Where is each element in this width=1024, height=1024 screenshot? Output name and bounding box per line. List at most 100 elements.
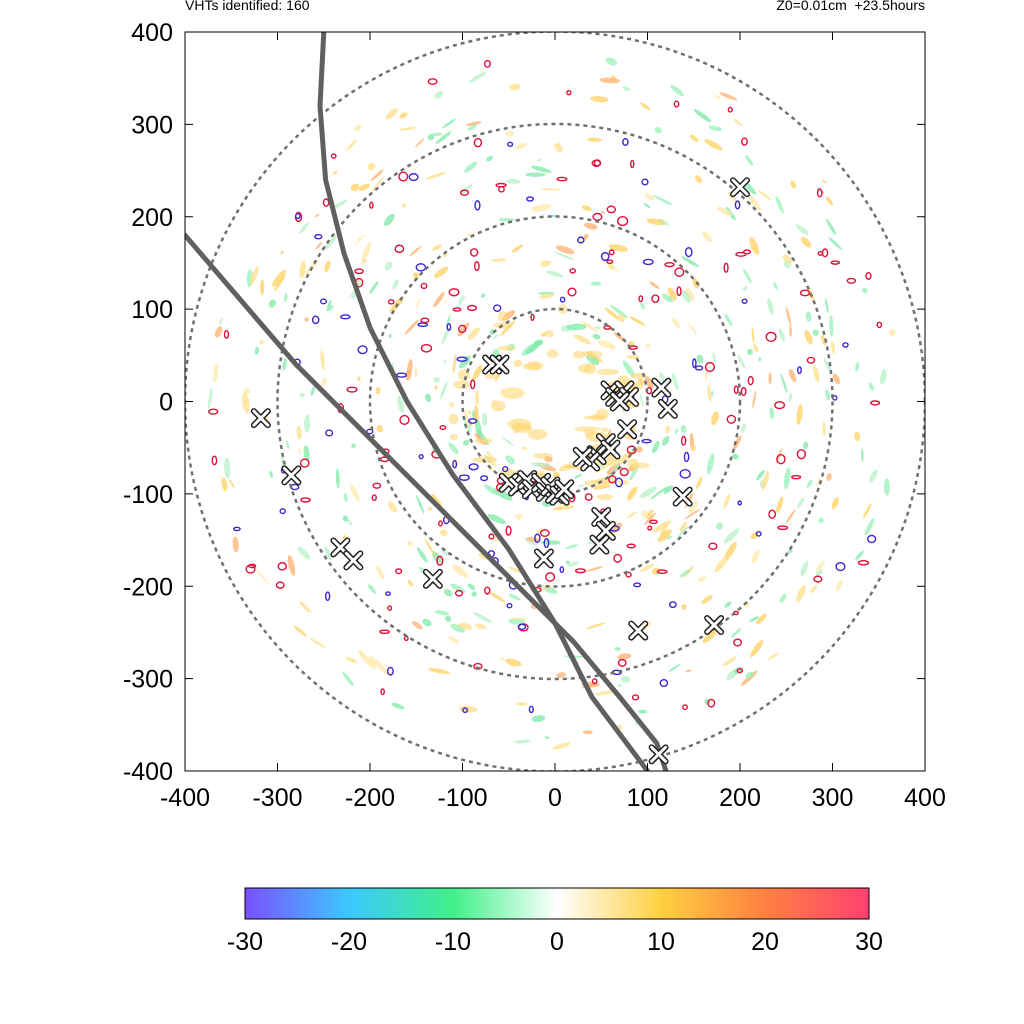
field-streak [883,478,890,496]
field-streak [484,373,500,380]
contour-loop [617,216,629,227]
field-streak [598,339,612,348]
field-streak [272,269,286,287]
field-streak [440,529,448,537]
contour-loop [295,213,301,220]
contour-loop [372,482,382,489]
field-streak [207,387,213,409]
field-streak [685,669,692,673]
field-streak [467,583,476,591]
contour-loop [608,475,617,484]
field-streak [224,457,231,479]
field-streak [742,286,748,291]
field-streak [863,503,872,519]
field-streak [434,385,438,390]
field-streak [638,709,648,714]
field-streak [757,189,772,201]
contour-loop [737,500,742,506]
field-streak [371,176,385,192]
field-streak [716,206,734,216]
field-streak [497,311,509,322]
contour-loop [776,453,786,465]
field-streak [255,569,270,586]
contour-loop [420,282,428,290]
contour-loop [626,543,636,549]
contour-loop [680,435,687,446]
contour-loop [592,212,603,221]
field-streak [425,172,446,180]
field-streak [411,620,423,630]
vht-marker [628,620,649,641]
x-tick-label: 300 [812,784,854,812]
field-streak [607,461,622,479]
field-streak [407,579,414,587]
field-streak [651,567,661,575]
field-streak [855,361,860,372]
x-tick-label: 0 [548,784,562,812]
contour-loop [507,141,514,148]
field-streak [408,246,422,257]
field-streak [466,121,482,126]
field-streak [681,604,687,610]
field-streak [414,138,425,148]
field-streak [617,314,626,323]
contour-loop [817,250,824,256]
field-streak [260,279,265,296]
contour-loop [418,453,424,460]
field-streak [653,520,672,533]
contour-loop [613,553,623,563]
field-streak [737,354,746,370]
contour-loop [394,244,405,254]
vht-marker [554,479,575,500]
field-streak [416,495,425,514]
contour-loop [354,268,364,275]
vht-marker [600,439,621,460]
field-streak [604,307,621,321]
field-streak [822,179,827,184]
field-streak [428,667,451,675]
contour-loop [474,200,481,211]
field-streak [508,593,521,601]
field-streak [572,350,586,359]
contour-loop [488,533,495,540]
contour-loop [438,520,443,527]
contour-loop [799,289,811,297]
field-streak [500,387,525,399]
field-streak [505,658,522,667]
field-streak [491,400,506,412]
field-streak [493,488,513,501]
field-streak [868,382,874,391]
field-streak [514,143,528,150]
contour-loop [420,317,430,324]
field-streak [527,428,548,440]
contour-loop [559,566,565,574]
field-streak [397,395,405,414]
field-streak [219,317,223,326]
field-streak [481,412,488,426]
contour-loop [340,314,351,320]
field-streak [369,656,386,671]
field-streak [391,702,405,710]
field-streak [816,560,825,572]
field-streak [553,471,560,478]
field-streak [665,425,671,434]
field-streak [607,263,616,269]
contour-loop [534,533,541,544]
contour-loop [458,474,470,481]
vht-marker [250,408,271,429]
field-streak [756,470,765,481]
field-streak [702,231,713,243]
field-streak [467,327,480,340]
field-streak [258,340,264,345]
field-streak [584,566,604,573]
contour-loop [456,356,468,362]
field-streak [679,569,691,578]
field-streak [463,439,470,446]
field-streak [652,440,660,454]
field-streak [367,584,377,594]
field-streak [443,358,447,365]
field-streak [533,452,554,459]
contour-loop [556,176,568,182]
run-info-label: Z0=0.01cm +23.5hours [776,0,925,13]
